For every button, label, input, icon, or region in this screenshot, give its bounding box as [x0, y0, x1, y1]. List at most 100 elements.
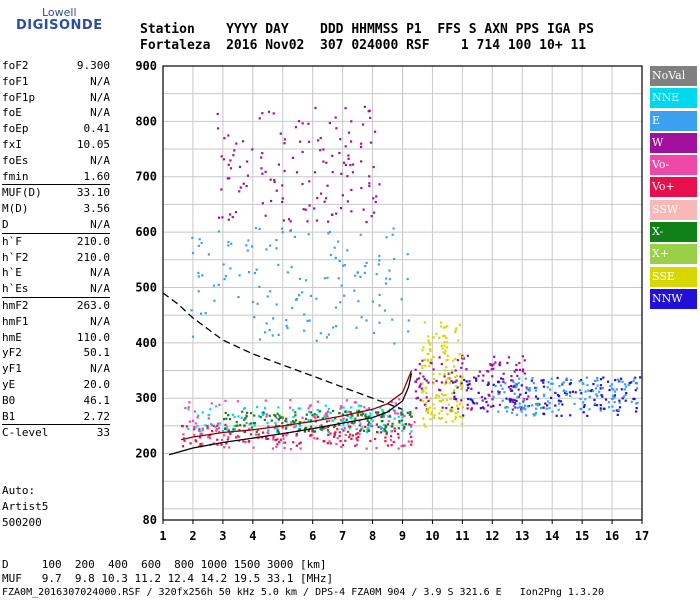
- trace-point: [516, 406, 520, 409]
- trace-point: [452, 359, 455, 362]
- trace-point: [350, 421, 353, 425]
- trace-point: [494, 361, 497, 364]
- trace-point: [441, 416, 444, 420]
- trace-point: [349, 411, 352, 414]
- trace-point: [534, 407, 538, 410]
- trace-point: [524, 377, 527, 380]
- trace-point: [555, 414, 558, 417]
- trace-point: [250, 245, 254, 248]
- ionogram-parameters: foF2 9.300 foF1 N/A foF1p N/A foE N/A foEp 0.41 fx…: [2, 58, 110, 441]
- x-tick-label: 12: [485, 529, 499, 543]
- trace-point: [362, 412, 365, 415]
- y-tick-label: 300: [135, 391, 157, 405]
- trace-point: [334, 417, 337, 420]
- trace-point: [596, 395, 599, 398]
- param-value: 0.41: [83, 122, 111, 136]
- trace-point: [425, 391, 428, 395]
- trace-point: [520, 384, 523, 387]
- param-value: 33.10: [76, 186, 110, 200]
- x-tick-label: 9: [399, 529, 406, 543]
- trace-point: [349, 433, 352, 436]
- trace-point: [324, 413, 327, 416]
- trace-point: [344, 410, 347, 413]
- trace-point: [599, 387, 602, 390]
- trace-point: [285, 434, 288, 437]
- trace-point: [454, 412, 457, 415]
- trace-point: [432, 368, 435, 371]
- trace-point: [486, 369, 489, 373]
- trace-point: [326, 415, 329, 418]
- trace-point: [630, 400, 633, 403]
- trace-point: [425, 379, 428, 382]
- trace-point: [288, 406, 292, 409]
- trace-point: [263, 331, 267, 334]
- trace-point: [554, 391, 557, 394]
- trace-point: [499, 384, 503, 387]
- trace-point: [221, 216, 224, 219]
- trace-point: [326, 184, 329, 187]
- trace-point: [220, 155, 223, 158]
- trace-point: [272, 112, 275, 115]
- trace-point: [435, 379, 438, 383]
- trace-point: [283, 138, 286, 141]
- trace-point: [425, 409, 428, 412]
- trace-point: [307, 140, 311, 143]
- trace-point: [278, 440, 281, 444]
- trace-point: [301, 182, 304, 186]
- trace-point: [375, 195, 378, 198]
- trace-point: [536, 397, 539, 400]
- trace-point: [193, 428, 196, 431]
- trace-point: [337, 277, 340, 280]
- trace-point: [315, 219, 319, 222]
- trace-point: [360, 187, 363, 190]
- trace-point: [211, 430, 214, 433]
- trace-point: [471, 401, 475, 404]
- trace-point: [299, 447, 302, 450]
- trace-point: [515, 385, 518, 388]
- trace-point: [410, 415, 413, 418]
- trace-point: [256, 302, 259, 305]
- trace-point: [534, 386, 537, 390]
- trace-point: [318, 410, 321, 413]
- trace-point: [610, 397, 614, 401]
- trace-point: [275, 303, 278, 306]
- trace-point: [490, 368, 493, 371]
- trace-point: [361, 123, 365, 126]
- trace-point: [527, 404, 531, 408]
- trace-point: [438, 412, 441, 415]
- trace-point: [377, 411, 380, 414]
- trace-point: [505, 406, 508, 409]
- trace-point: [297, 120, 301, 123]
- trace-point: [378, 259, 381, 262]
- trace-point: [502, 378, 505, 381]
- trace-point: [441, 398, 445, 402]
- trace-point: [194, 422, 197, 425]
- trace-point: [594, 387, 598, 390]
- trace-point: [510, 374, 513, 378]
- trace-point: [196, 416, 199, 419]
- trace-point: [224, 423, 227, 427]
- trace-point: [450, 380, 453, 383]
- trace-point: [351, 414, 354, 417]
- trace-point: [521, 370, 524, 373]
- trace-point: [542, 394, 546, 397]
- trace-point: [447, 372, 450, 375]
- trace-point: [309, 434, 312, 437]
- trace-point: [372, 165, 375, 169]
- trace-point: [449, 377, 452, 380]
- trace-point: [466, 407, 469, 410]
- trace-point: [360, 160, 363, 163]
- trace-point: [292, 441, 295, 444]
- trace-point: [182, 437, 185, 440]
- trace-point: [220, 438, 224, 442]
- trace-point: [458, 353, 461, 356]
- auto-code: 500200: [2, 516, 42, 529]
- trace-point: [294, 419, 298, 422]
- trace-point: [397, 427, 400, 430]
- trace-point: [281, 416, 285, 420]
- trace-point: [321, 417, 324, 420]
- trace-point: [420, 387, 423, 390]
- trace-point: [323, 277, 327, 280]
- trace-point: [307, 419, 310, 422]
- trace-point: [225, 417, 228, 420]
